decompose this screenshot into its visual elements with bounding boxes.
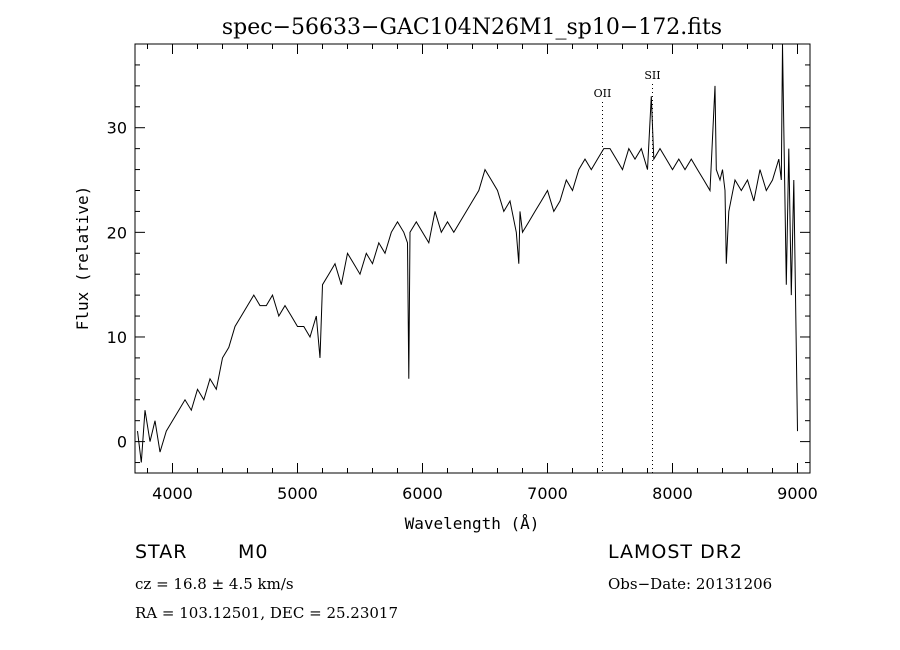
redshift-text: cz = 16.8 ± 4.5 km/s bbox=[135, 575, 294, 593]
x-axis-label: Wavelength (Å) bbox=[405, 514, 540, 533]
coordinates: RA = 103.12501, DEC = 25.23017 bbox=[135, 604, 399, 622]
obs-date: Obs−Date: 20131206 bbox=[608, 575, 773, 593]
object-subclass: M0 bbox=[238, 541, 269, 563]
y-tick-label: 30 bbox=[107, 119, 127, 138]
plot-frame bbox=[134, 43, 811, 474]
annotation-label: SII bbox=[644, 69, 660, 82]
y-tick-label: 20 bbox=[107, 223, 127, 242]
survey-name: LAMOST DR2 bbox=[608, 541, 743, 563]
x-tick-label: 8000 bbox=[652, 484, 693, 503]
y-tick-label: 10 bbox=[107, 328, 127, 347]
object-class: STAR bbox=[135, 541, 188, 563]
x-tick-label: 5000 bbox=[277, 484, 318, 503]
x-tick-label: 4000 bbox=[152, 484, 193, 503]
y-tick-label: 0 bbox=[117, 433, 127, 452]
annotation-label: OII bbox=[594, 87, 612, 100]
y-axis-label: Flux (relative) bbox=[73, 186, 92, 331]
spectrum-line bbox=[137, 43, 798, 463]
axis-ticks: 4000 5000 6000 7000 8000 9000 0 10 20 30 bbox=[107, 43, 818, 503]
x-tick-label: 6000 bbox=[402, 484, 443, 503]
x-tick-label: 7000 bbox=[527, 484, 568, 503]
line-annotations: OII SII bbox=[594, 69, 661, 473]
x-tick-label: 9000 bbox=[777, 484, 818, 503]
chart-title: spec−56633−GAC104N26M1_sp10−172.fits bbox=[222, 15, 722, 40]
